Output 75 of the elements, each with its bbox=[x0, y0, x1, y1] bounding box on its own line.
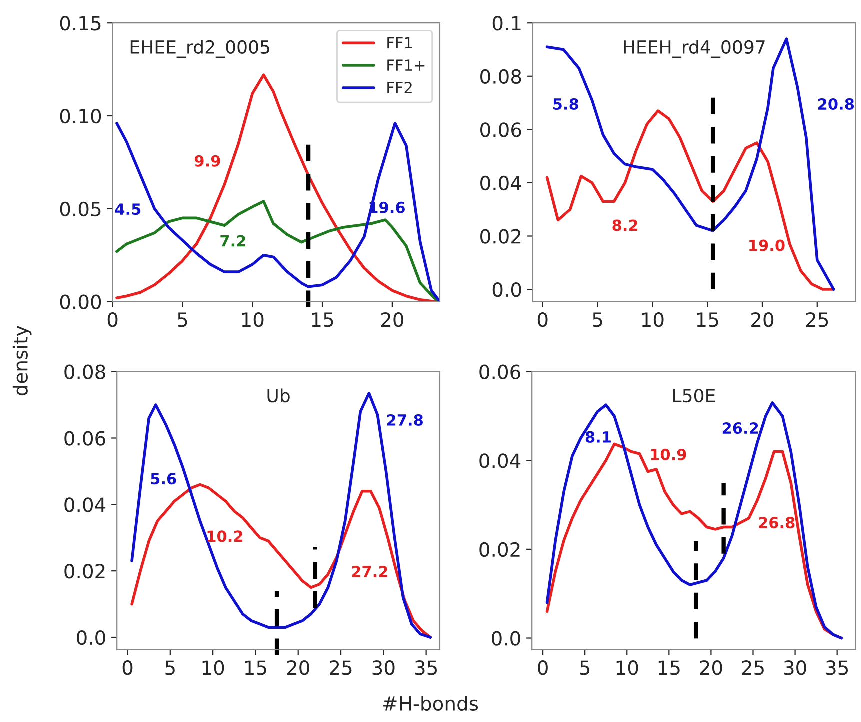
y-tick-label: 0.08 bbox=[480, 69, 522, 84]
line-series bbox=[130, 483, 432, 639]
x-tick-label: 20 bbox=[287, 660, 310, 676]
annotation: 19.0 bbox=[750, 240, 785, 252]
annotation: 5.8 bbox=[554, 98, 578, 110]
y-tick-label: 0.04 bbox=[480, 454, 521, 468]
x-tick-label: 10 bbox=[242, 312, 264, 328]
y-tick-label: 0.06 bbox=[64, 431, 106, 446]
annotation: 10.9 bbox=[651, 448, 686, 460]
legend-label: FF1 bbox=[388, 37, 412, 48]
x-tick-label: 30 bbox=[784, 660, 806, 676]
y-tick-label: 0.02 bbox=[480, 542, 520, 558]
x-tick-label: 5 bbox=[166, 660, 175, 676]
y-tick-label: 0.06 bbox=[480, 364, 520, 380]
annotation: 9.9 bbox=[194, 155, 220, 167]
annotation: 27.8 bbox=[387, 414, 423, 426]
x-tick-label: 0 bbox=[122, 660, 133, 676]
y-tick-label: 0.15 bbox=[60, 16, 101, 31]
x-tick-label: 0 bbox=[538, 312, 548, 328]
x-tick-label: 0 bbox=[108, 312, 118, 328]
annotation: 7.2 bbox=[220, 235, 246, 247]
y-tick-label: 0.00 bbox=[60, 294, 102, 310]
x-tick-label: 5 bbox=[178, 312, 188, 328]
x-tick-label: 0 bbox=[538, 660, 548, 676]
x-tick-label: 15 bbox=[697, 312, 718, 328]
y-tick-label: 0.05 bbox=[60, 202, 101, 217]
x-tick-label: 35 bbox=[415, 660, 437, 676]
annotation: 4.5 bbox=[115, 204, 141, 216]
text: EHEE_rd2_0005 bbox=[130, 40, 270, 58]
annotation: 10.2 bbox=[208, 530, 242, 542]
x-tick-label: 15 bbox=[658, 660, 680, 676]
y-tick-label: 0.10 bbox=[60, 108, 102, 124]
legend-label: FF1+ bbox=[388, 60, 425, 71]
line-series bbox=[116, 122, 440, 302]
x-tick-label: 25 bbox=[742, 660, 764, 676]
y-tick-label: 0.06 bbox=[480, 122, 522, 138]
text: Ub bbox=[268, 388, 290, 403]
y-tick-label: 0.0 bbox=[492, 631, 520, 646]
x-tick-label: 25 bbox=[806, 312, 828, 328]
x-tick-label: 5 bbox=[593, 312, 602, 328]
y-tick-label: 0.0 bbox=[492, 282, 522, 298]
x-tick-label: 20 bbox=[752, 312, 774, 328]
y-tick-label: 0.02 bbox=[480, 229, 521, 244]
line-series bbox=[546, 110, 836, 291]
x-tick-label: 35 bbox=[826, 660, 848, 676]
line-series bbox=[546, 402, 843, 640]
y-axis-title: density bbox=[12, 326, 32, 396]
y-tick-label: 0.02 bbox=[64, 564, 105, 579]
y-tick-label: 0.04 bbox=[64, 498, 106, 512]
y-tick-label: 0.04 bbox=[480, 176, 522, 191]
annotation: 26.2 bbox=[722, 422, 758, 434]
y-tick-label: 0.1 bbox=[492, 16, 521, 31]
annotation: 8.1 bbox=[586, 431, 611, 443]
line-series bbox=[116, 200, 440, 302]
x-tick-label: 5 bbox=[580, 660, 590, 676]
annotation: 26.8 bbox=[759, 517, 795, 529]
x-tick-label: 10 bbox=[642, 312, 664, 328]
x-tick-label: 15 bbox=[312, 312, 334, 328]
annotation: 27.2 bbox=[352, 566, 388, 578]
x-tick-label: 20 bbox=[381, 312, 404, 328]
x-tick-label: 20 bbox=[700, 660, 722, 676]
x-tick-label: 15 bbox=[245, 660, 266, 676]
annotation: 8.2 bbox=[612, 220, 638, 232]
annotation: 5.6 bbox=[151, 473, 176, 485]
x-tick-label: 30 bbox=[372, 660, 395, 676]
legend-label: FF2 bbox=[388, 82, 412, 94]
x-axis-title: #H-bonds bbox=[384, 696, 478, 712]
x-tick-label: 10 bbox=[616, 660, 638, 676]
annotation: 20.8 bbox=[818, 98, 854, 110]
x-tick-label: 25 bbox=[330, 660, 352, 676]
y-tick-label: 0.0 bbox=[77, 630, 106, 646]
text: L50E bbox=[674, 389, 716, 403]
y-tick-label: 0.08 bbox=[64, 364, 106, 380]
x-tick-label: 10 bbox=[202, 660, 224, 676]
text: HEEH_rd4_0097 bbox=[624, 40, 765, 58]
